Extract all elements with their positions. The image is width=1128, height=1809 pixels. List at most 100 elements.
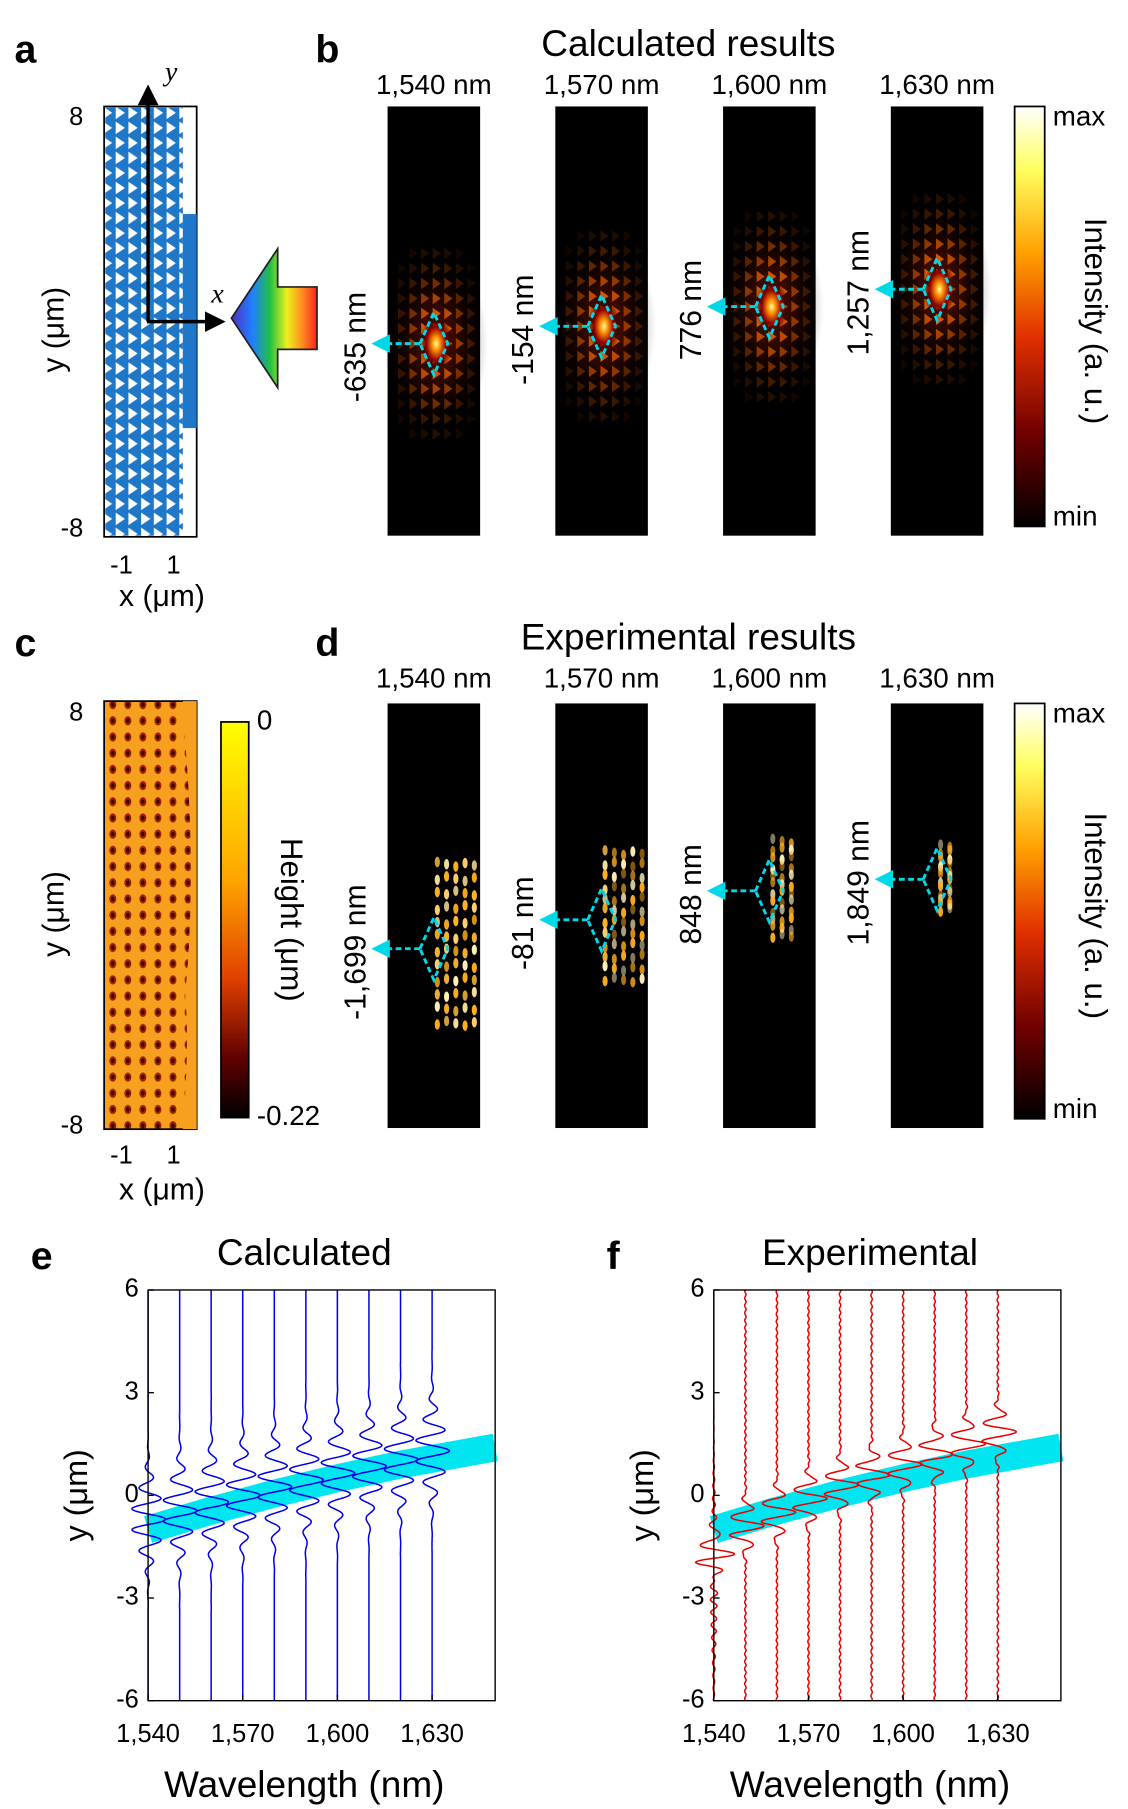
streak bbox=[630, 894, 636, 906]
fringe bbox=[467, 292, 476, 305]
fringe bbox=[912, 223, 921, 235]
streak bbox=[611, 938, 617, 950]
fringe bbox=[623, 305, 632, 318]
fringe bbox=[623, 350, 632, 363]
spot bbox=[755, 278, 788, 335]
streak bbox=[621, 868, 627, 879]
fringe bbox=[635, 320, 644, 333]
fringe bbox=[455, 277, 464, 290]
fringe bbox=[635, 380, 644, 393]
panel-label: b bbox=[315, 27, 339, 71]
fringe bbox=[779, 255, 788, 268]
streak bbox=[621, 965, 627, 976]
fringe bbox=[901, 253, 910, 265]
locator bbox=[586, 291, 618, 362]
wavelength-label: 1,570 nm bbox=[544, 663, 660, 694]
fringe bbox=[455, 428, 464, 440]
fringe bbox=[467, 397, 476, 410]
y-tick-label: 3 bbox=[690, 1377, 704, 1405]
streak bbox=[471, 944, 477, 956]
fringe bbox=[565, 275, 574, 287]
streak bbox=[947, 902, 953, 914]
fringe bbox=[397, 277, 407, 290]
fringe bbox=[970, 223, 979, 235]
fringe bbox=[970, 208, 979, 220]
streak bbox=[630, 846, 636, 857]
field-pattern bbox=[887, 193, 992, 386]
fringe bbox=[409, 277, 418, 290]
fringe bbox=[947, 253, 956, 265]
fringe bbox=[970, 358, 979, 371]
fringe bbox=[467, 367, 476, 380]
colorbar-label: Height (μm) bbox=[274, 838, 309, 1002]
y-tick-label: 6 bbox=[690, 1275, 704, 1303]
shift-label: 848 nm bbox=[675, 844, 708, 944]
fringe bbox=[756, 255, 765, 268]
streak bbox=[602, 860, 608, 871]
trace bbox=[320, 1289, 356, 1701]
fringe bbox=[791, 225, 800, 238]
fringe bbox=[635, 350, 644, 363]
panel-title: Experimental results bbox=[521, 616, 856, 658]
trace bbox=[981, 1289, 1018, 1701]
field-pattern bbox=[551, 230, 656, 423]
fringe bbox=[733, 285, 742, 298]
fringe bbox=[577, 245, 586, 257]
streak bbox=[947, 845, 953, 856]
fringe bbox=[444, 292, 453, 305]
fringe bbox=[397, 292, 407, 305]
fringe bbox=[467, 352, 476, 365]
fringe bbox=[623, 245, 632, 257]
fringe bbox=[924, 238, 933, 250]
fringe bbox=[409, 307, 418, 320]
fringe bbox=[409, 352, 418, 365]
fringe bbox=[901, 313, 910, 326]
fringe bbox=[791, 345, 800, 358]
fringe bbox=[421, 277, 430, 290]
streak bbox=[444, 961, 450, 972]
fringe bbox=[455, 307, 464, 320]
fringe bbox=[912, 373, 921, 386]
fringe bbox=[455, 337, 464, 350]
fringe bbox=[935, 208, 945, 220]
fringe bbox=[588, 275, 597, 287]
fringe bbox=[802, 225, 812, 238]
streak bbox=[444, 901, 450, 912]
fringe bbox=[802, 240, 812, 253]
fringe bbox=[912, 343, 921, 356]
fringe bbox=[565, 290, 574, 302]
streak bbox=[938, 868, 944, 879]
streak bbox=[630, 952, 636, 964]
streak bbox=[611, 847, 617, 858]
fringe bbox=[600, 395, 609, 408]
streak bbox=[779, 860, 785, 872]
fringe bbox=[432, 428, 441, 440]
fringe bbox=[623, 275, 632, 287]
fringe bbox=[467, 277, 476, 290]
fringe bbox=[397, 367, 407, 380]
fringe bbox=[635, 395, 644, 408]
fringe bbox=[421, 428, 430, 440]
fringe bbox=[802, 345, 812, 358]
height-map bbox=[103, 700, 198, 1131]
y-tick-label: -3 bbox=[682, 1583, 705, 1611]
spot bbox=[587, 298, 621, 355]
streak bbox=[462, 948, 468, 959]
streak bbox=[611, 896, 617, 907]
streak bbox=[602, 902, 608, 914]
fringe bbox=[444, 367, 453, 380]
fringe bbox=[901, 223, 910, 235]
locator-head bbox=[371, 939, 390, 958]
fringe bbox=[577, 320, 586, 333]
colorbar-tick-label: -0.22 bbox=[257, 1100, 320, 1131]
fringe bbox=[959, 193, 968, 205]
shift-label: 776 nm bbox=[675, 260, 708, 360]
colorbar bbox=[1013, 105, 1046, 528]
streak bbox=[621, 907, 627, 919]
fringe bbox=[791, 270, 800, 283]
fringe bbox=[421, 307, 430, 320]
streak bbox=[630, 928, 636, 939]
fringe bbox=[623, 320, 632, 333]
fringe bbox=[397, 382, 407, 395]
shift-label: 1,849 nm bbox=[843, 820, 876, 945]
